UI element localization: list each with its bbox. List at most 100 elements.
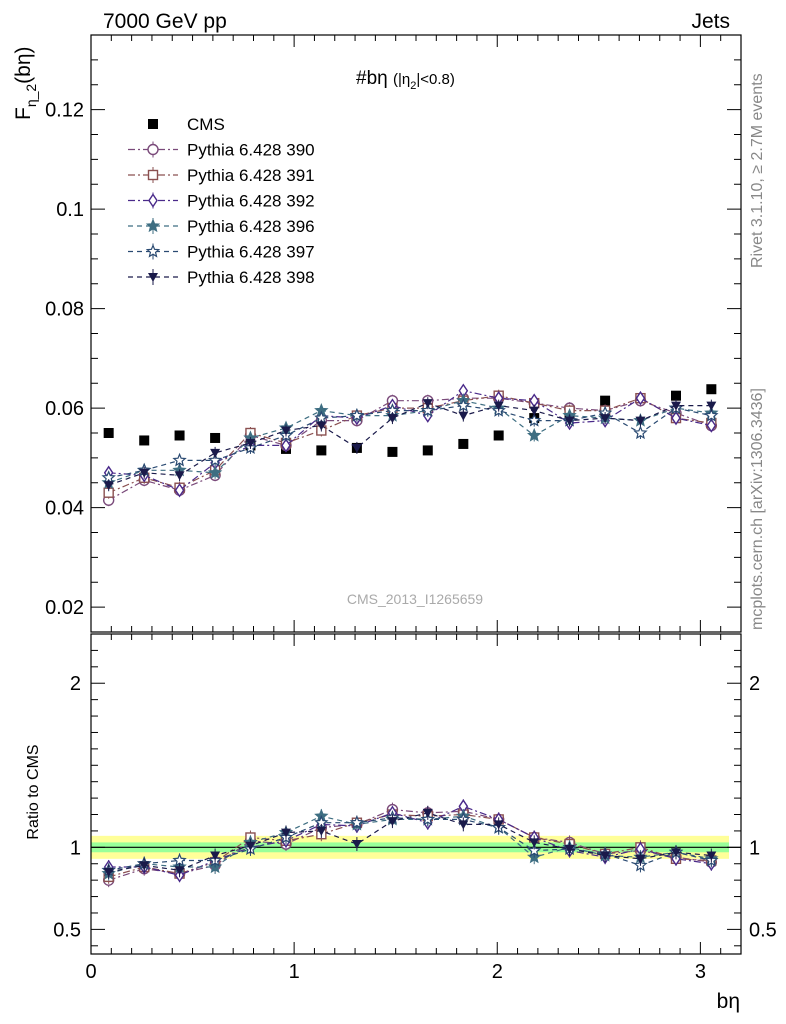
series-pythia-6-428-396 — [101, 393, 719, 489]
data-point — [493, 401, 504, 411]
data-point — [671, 401, 681, 411]
data-point — [706, 384, 717, 395]
data-point — [422, 445, 433, 456]
x-tick-labels: 0 1 2 3 — [85, 961, 706, 983]
legend-label: Pythia 6.428 391 — [187, 166, 315, 185]
series-line — [108, 390, 712, 491]
legend-marker — [148, 119, 158, 129]
ratio-axis-ticks — [90, 634, 741, 954]
ratio-point — [706, 851, 717, 861]
data-point — [174, 430, 185, 441]
y-tick-label: 0.02 — [45, 597, 84, 619]
ratio-point — [493, 820, 504, 830]
y-tick-label: 0.08 — [45, 299, 84, 321]
main-panel: 0.02 0.04 0.06 0.08 0.1 0.12 #bη (|η2|<0.8) F… — [12, 34, 742, 633]
ratio-y-tick-label-left: 1 — [70, 837, 81, 859]
data-point — [635, 390, 646, 406]
legend-label: Pythia 6.428 390 — [187, 141, 315, 160]
main-y-tick-labels: 0.02 0.04 0.06 0.08 0.1 0.12 — [45, 100, 84, 620]
ratio-point — [103, 867, 114, 877]
main-axis-ticks — [90, 34, 741, 633]
data-point — [671, 390, 681, 401]
svg-text:Fη_2(bη): Fη_2(bη) — [12, 46, 39, 120]
ratio-y-axis-label: Ratio to CMS — [25, 744, 42, 839]
series-line — [108, 397, 712, 501]
ratio-point — [635, 854, 646, 864]
ratio-line — [108, 812, 712, 873]
data-point — [706, 401, 717, 411]
data-point — [207, 465, 223, 479]
ratio-point — [387, 817, 398, 827]
data-point — [281, 438, 291, 453]
series-line — [108, 404, 712, 479]
legend-label: Pythia 6.428 397 — [187, 243, 315, 262]
legend-entry: Pythia 6.428 397 — [128, 243, 315, 262]
data-point — [103, 428, 114, 438]
series-line — [108, 402, 712, 486]
ratio-y-axis-label-wrap: Ratio to CMS — [25, 744, 42, 839]
series-cms — [103, 384, 717, 457]
ratio-point — [174, 866, 185, 876]
rivet-label: Rivet 3.1.10, ≥ 2.7M events — [749, 73, 766, 268]
legend-label: CMS — [187, 115, 225, 134]
ratio-y-tick-label-right: 2 — [749, 673, 760, 695]
main-y-axis-label: Fη_2(bη) — [12, 46, 39, 120]
data-point — [458, 411, 469, 421]
legend-marker — [148, 273, 158, 282]
data-point — [210, 432, 221, 443]
data-point — [671, 410, 681, 426]
data-point — [527, 412, 542, 427]
ratio-line — [108, 815, 712, 875]
legend-marker — [145, 218, 161, 233]
ratio-pythia-6-428-398 — [103, 805, 717, 879]
data-point — [422, 399, 433, 409]
y-tick-label: 0.12 — [45, 100, 84, 122]
data-point — [458, 438, 469, 449]
ratio-panel: 0.5 0.5 1 1 2 2 0 1 2 3 Ratio to CMS bη — [25, 633, 777, 1013]
x-tick-label: 0 — [85, 961, 96, 983]
ratio-point — [458, 820, 469, 830]
header-right: Jets — [691, 10, 730, 33]
series-pythia-6-428-397 — [101, 398, 719, 484]
data-point — [349, 408, 365, 422]
data-point — [351, 443, 362, 453]
mcplots-label: mcplots.cern.ch [arXiv:1306.3436] — [749, 388, 766, 630]
x-tick-label: 1 — [289, 961, 300, 983]
x-tick-label: 2 — [492, 961, 503, 983]
ratio-point — [600, 851, 611, 861]
series-line — [108, 400, 712, 484]
ratio-y-tick-label-right: 1 — [749, 837, 760, 859]
legend-label: Pythia 6.428 392 — [187, 192, 315, 211]
ratio-point — [349, 815, 365, 829]
data-point — [281, 426, 291, 436]
legend-entry: Pythia 6.428 390 — [128, 141, 315, 160]
legend-marker — [147, 143, 159, 156]
data-point — [706, 418, 717, 433]
data-point — [139, 435, 150, 446]
ratio-line — [108, 813, 712, 878]
ratio-y-tick-label-left: 0.5 — [53, 919, 81, 941]
data-point — [316, 421, 327, 431]
data-point — [245, 438, 256, 448]
data-point — [174, 482, 185, 498]
ratio-series-layer — [101, 799, 719, 888]
ratio-y-tick-label-right: 0.5 — [749, 919, 777, 941]
series-line — [108, 395, 712, 494]
main-frame — [90, 34, 742, 633]
ratio-point — [245, 841, 256, 851]
ratio-y-tick-label-left: 2 — [70, 673, 81, 695]
data-point — [633, 425, 648, 440]
data-point — [600, 414, 611, 424]
ratio-point — [671, 848, 681, 858]
data-point — [210, 448, 221, 458]
legend-label: Pythia 6.428 398 — [187, 268, 315, 287]
ratio-point — [281, 828, 291, 838]
legend-marker — [148, 193, 158, 208]
y-tick-label: 0.06 — [45, 398, 84, 420]
data-point — [704, 408, 719, 422]
legend-entry: CMS — [148, 115, 225, 134]
legend-entry: Pythia 6.428 398 — [128, 268, 315, 287]
legend-entry: Pythia 6.428 392 — [128, 192, 315, 211]
header-left: 7000 GeV pp — [103, 10, 227, 33]
